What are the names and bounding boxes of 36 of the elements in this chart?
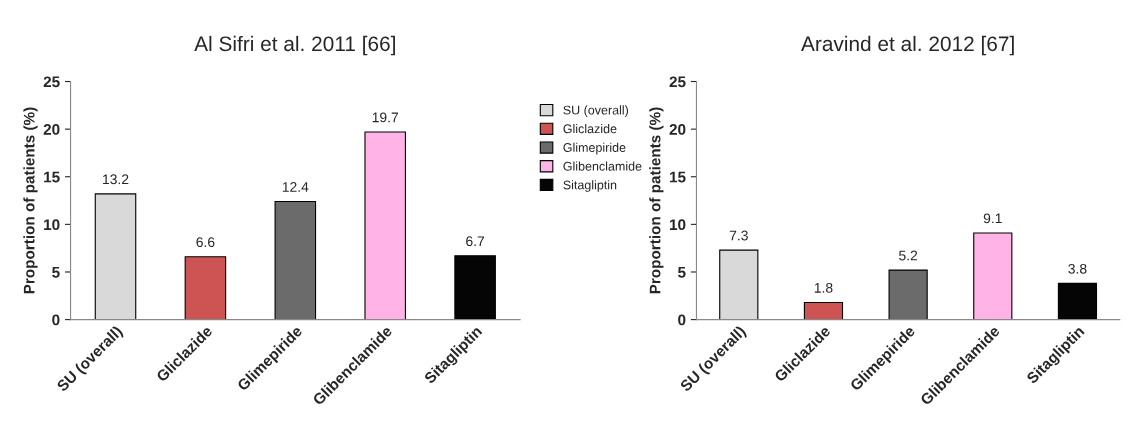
- data-label: 6.7: [466, 236, 485, 247]
- chart-title: Al Sifri et al. 2011 [66]: [194, 35, 395, 56]
- legend-label: Sitagliptin: [563, 180, 617, 192]
- legend-label: Glimepiride: [563, 142, 626, 155]
- chart-title: Aravind et al. 2012 [67]: [801, 35, 1014, 56]
- data-label: 6.6: [196, 237, 215, 248]
- y-axis-title: Proportion of patients (%): [649, 107, 664, 294]
- bar: [888, 269, 928, 320]
- y-axis-title: Proportion of patients (%): [23, 107, 38, 294]
- y-tick-label: 20: [43, 124, 60, 135]
- y-tick-label: 0: [678, 314, 686, 326]
- legend-label: SU (overall): [563, 105, 629, 117]
- y-tick-label: 15: [44, 171, 60, 183]
- data-label: 12.4: [282, 181, 309, 192]
- data-label: 5.2: [899, 250, 918, 261]
- y-tick-label: 10: [670, 219, 686, 231]
- legend-label: Glibenclamide: [563, 161, 642, 171]
- y-tick-label: 5: [52, 267, 60, 278]
- bar: [719, 249, 759, 320]
- bar: [803, 301, 844, 320]
- y-tick-label: 25: [43, 76, 60, 88]
- data-label: 1.8: [814, 282, 833, 293]
- y-tick-label: 0: [52, 314, 60, 326]
- bar: [973, 232, 1013, 320]
- y-tick-label: 5: [678, 267, 686, 278]
- data-label: 3.8: [1068, 263, 1087, 274]
- data-label: 9.1: [983, 213, 1002, 224]
- legend-label: Gliclazide: [563, 124, 617, 134]
- y-tick-label: 25: [669, 76, 686, 88]
- data-label: 7.3: [729, 230, 748, 241]
- data-label: 13.2: [103, 174, 129, 185]
- bar: [1057, 282, 1098, 320]
- y-tick-label: 10: [44, 219, 60, 231]
- y-tick-label: 15: [670, 171, 686, 183]
- data-label: 19.7: [372, 112, 399, 123]
- y-tick-label: 20: [669, 124, 686, 135]
